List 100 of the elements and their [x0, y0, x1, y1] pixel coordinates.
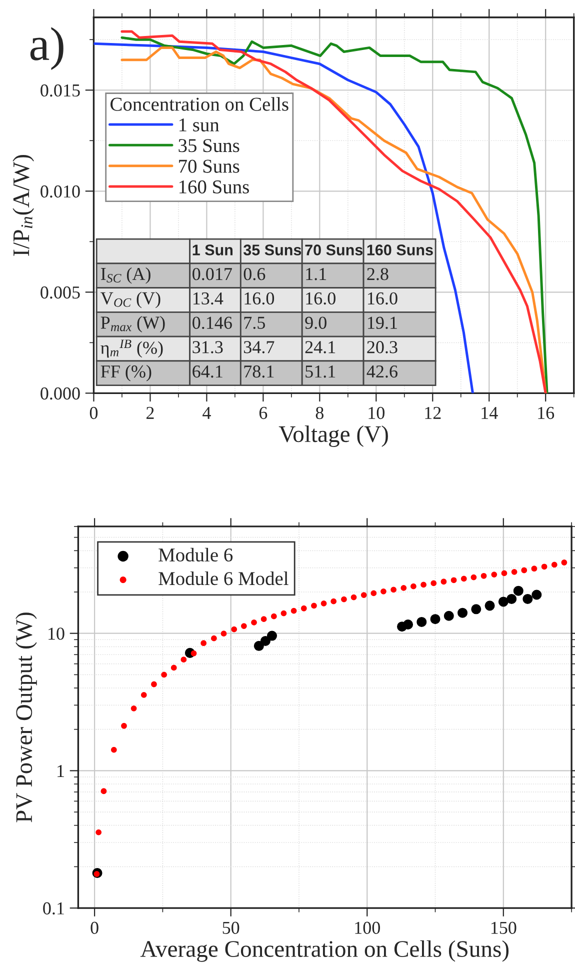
- point: [531, 566, 538, 572]
- x-tick-label: 4: [202, 407, 211, 419]
- annotation: 16.0: [306, 292, 336, 305]
- y-tick-label: 0.000: [40, 387, 80, 400]
- point: [480, 572, 487, 579]
- annotation: 16.0: [368, 292, 398, 305]
- x-axis-title: Average Concentration on Cells (Suns): [140, 940, 509, 962]
- point: [551, 562, 558, 568]
- point: [410, 583, 416, 590]
- point: [130, 705, 137, 712]
- annotation: 31.3: [192, 341, 223, 354]
- point: [190, 650, 197, 656]
- point: [254, 640, 264, 651]
- annotation: 42.6: [366, 365, 398, 378]
- annotation: 35 Suns: [243, 244, 302, 256]
- point: [330, 598, 337, 604]
- x-tick-label: 14: [482, 406, 498, 419]
- annotation: 0.146: [192, 316, 232, 329]
- annotation: 2.8: [367, 268, 388, 280]
- x-tick-label: 10: [368, 406, 384, 420]
- annotation: 51.1: [306, 366, 336, 378]
- point: [260, 636, 270, 646]
- point: [170, 664, 177, 671]
- y-axis-title: I/P$_{in}$(A/W): [12, 155, 34, 256]
- point: [501, 570, 508, 576]
- point: [96, 829, 102, 836]
- text: a): [30, 27, 64, 70]
- point: [320, 600, 327, 606]
- x-tick-label: 100: [355, 922, 380, 934]
- legend-title: Concentration on Cells: [110, 97, 288, 111]
- x-axis-title: Voltage (V): [278, 426, 388, 447]
- point: [541, 564, 548, 570]
- point: [140, 692, 147, 698]
- y-tick-label: 10: [48, 628, 64, 640]
- point: [290, 608, 297, 614]
- legend-label: 1 sun: [180, 118, 220, 132]
- legend-label: 70 Suns: [179, 160, 240, 173]
- y-tick-label: 0.010: [40, 185, 80, 198]
- legend-label: Module 6 Model: [158, 571, 288, 586]
- point: [151, 681, 157, 688]
- annotation: 34.7: [244, 341, 274, 354]
- point: [491, 572, 498, 578]
- line-series: [94, 42, 474, 394]
- x-tick-label: 150: [491, 922, 516, 934]
- point: [280, 610, 287, 616]
- point: [251, 620, 257, 626]
- y-tick-label: 0.1: [43, 902, 64, 915]
- annotation: 13.4: [193, 292, 224, 305]
- annotation: η$_{m}$$^{IB}$ (%): [100, 340, 163, 358]
- annotation: V$_{OC}$ (V): [100, 292, 160, 308]
- point: [506, 594, 517, 604]
- x-tick-label: 0: [90, 922, 98, 934]
- point: [498, 596, 508, 607]
- point: [400, 585, 407, 591]
- point: [341, 596, 347, 602]
- x-tick-label: 6: [259, 406, 268, 420]
- point: [100, 788, 107, 794]
- y-axis-title: PV Power Output (W): [15, 612, 37, 822]
- point: [360, 592, 367, 598]
- annotation: 0.6: [244, 268, 266, 280]
- x-tick-label: 16: [538, 406, 554, 420]
- point: [484, 600, 495, 611]
- point: [266, 630, 278, 641]
- point: [532, 590, 542, 600]
- x-tick-label: 8: [316, 406, 324, 420]
- point: [440, 578, 447, 585]
- annotation: 7.5: [244, 316, 265, 329]
- point: [420, 582, 426, 588]
- annotation: 24.1: [305, 341, 336, 354]
- annotation: 160 Suns: [367, 244, 433, 256]
- annotation: 1.1: [306, 268, 326, 280]
- point: [513, 586, 524, 596]
- legend-label: Module 6: [158, 548, 233, 562]
- point: [370, 590, 377, 596]
- point: [231, 626, 238, 632]
- point: [180, 656, 187, 663]
- annotation: 0.017: [192, 268, 232, 280]
- point: [161, 672, 168, 678]
- point: [430, 614, 440, 624]
- point: [460, 576, 467, 582]
- x-tick-label: 50: [222, 922, 240, 934]
- annotation: 64.1: [192, 365, 222, 378]
- point: [471, 604, 482, 614]
- point: [450, 577, 457, 584]
- point: [200, 640, 207, 646]
- annotation: 1 Sun: [192, 244, 233, 256]
- point: [416, 616, 427, 627]
- y-tick-label: 0.015: [40, 84, 80, 97]
- point: [403, 619, 414, 630]
- point: [300, 605, 307, 612]
- point: [390, 586, 397, 593]
- point: [511, 568, 518, 575]
- point: [110, 746, 117, 753]
- annotation: FF (%): [100, 364, 152, 382]
- annotation: 70 Suns: [305, 244, 363, 256]
- x-tick-label: 0: [90, 406, 98, 420]
- y-tick-label: 0.005: [40, 286, 80, 299]
- point: [444, 610, 454, 621]
- annotation: 78.1: [244, 365, 274, 378]
- point: [350, 594, 357, 600]
